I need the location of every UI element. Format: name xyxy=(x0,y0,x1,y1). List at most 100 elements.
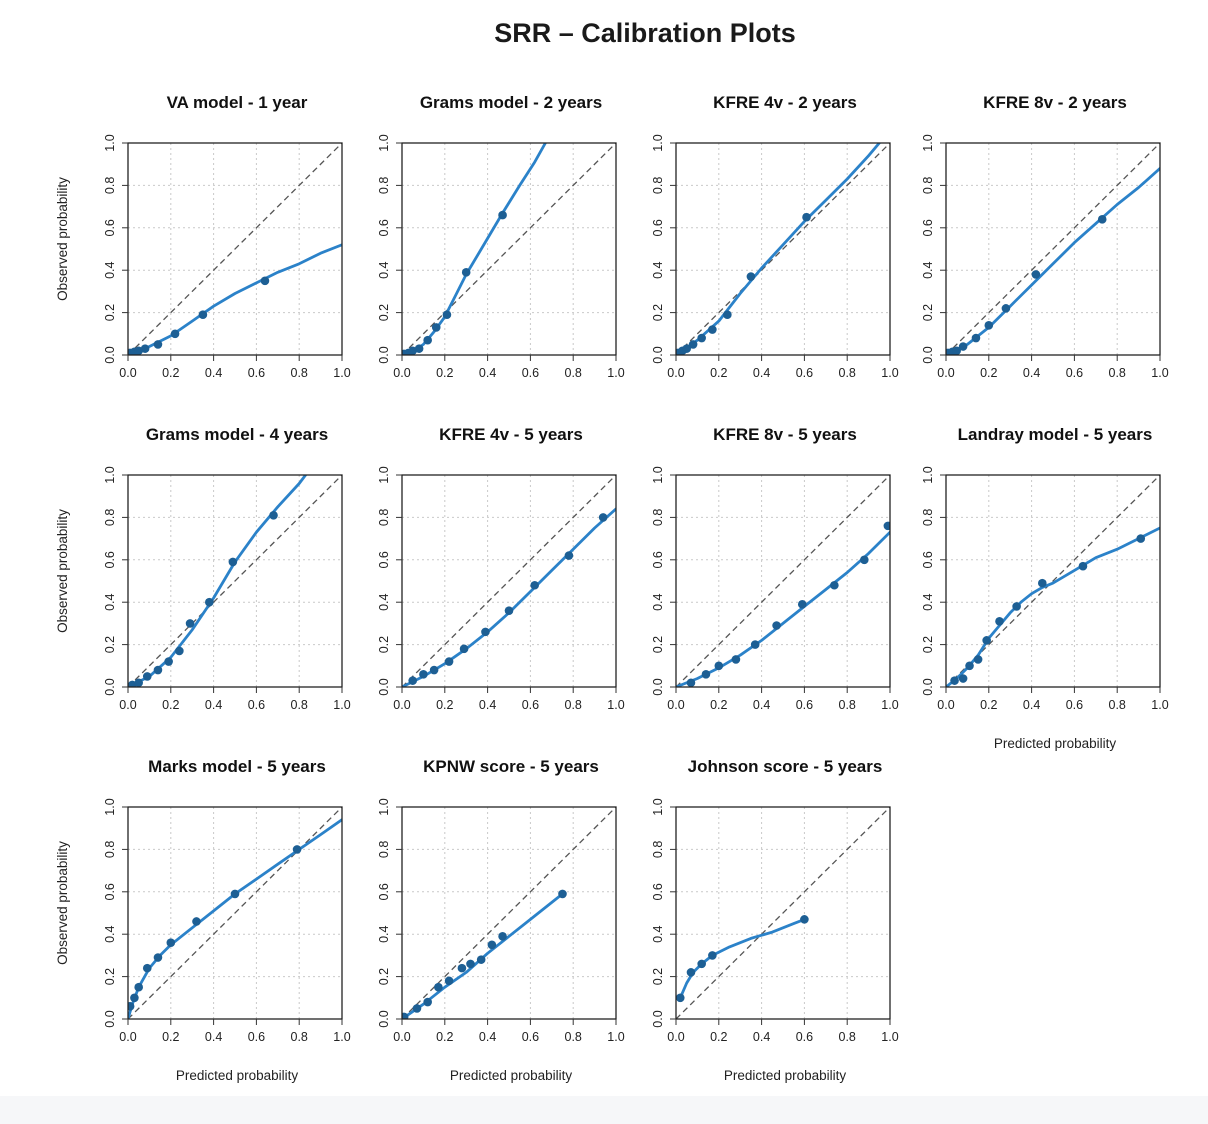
x-tick-label: 0.6 xyxy=(248,366,265,380)
y-tick-label: 0.2 xyxy=(103,968,117,985)
x-tick-label: 0.8 xyxy=(291,698,308,712)
calibration-curve xyxy=(402,507,616,687)
y-tick-label: 0.0 xyxy=(921,346,935,363)
data-point xyxy=(1078,561,1088,571)
y-tick-label: 0.6 xyxy=(377,883,391,900)
x-axis-title: Predicted probability xyxy=(994,736,1117,751)
y-tick-label: 0.0 xyxy=(103,1010,117,1027)
y-tick-label: 0.8 xyxy=(651,509,665,526)
data-point xyxy=(598,513,608,522)
data-point xyxy=(134,982,143,992)
y-tick-label: 0.0 xyxy=(377,346,391,363)
y-tick-label: 0.2 xyxy=(921,304,935,321)
x-tick-label: 0.6 xyxy=(796,1030,813,1044)
data-point xyxy=(228,557,238,567)
x-tick-label: 0.2 xyxy=(436,366,453,380)
x-tick-label: 0.2 xyxy=(436,698,453,712)
calibration-curve xyxy=(402,143,547,355)
x-tick-label: 0.0 xyxy=(119,1030,136,1044)
x-tick-label: 1.0 xyxy=(881,698,898,712)
data-point xyxy=(697,959,706,969)
data-point xyxy=(481,627,490,637)
data-point xyxy=(1097,215,1107,224)
y-tick-label: 0.2 xyxy=(651,304,665,321)
panel-title: VA model - 1 year xyxy=(167,93,308,112)
data-point xyxy=(170,329,180,339)
y-tick-label: 0.2 xyxy=(377,636,391,653)
x-axis-title: Predicted probability xyxy=(450,1068,573,1083)
data-point xyxy=(714,661,724,671)
calibration-plot-kfre-4v-2-years: 0.00.0 0.2 0.2 0.4 0.4 0.6 0.6 0.8 0.8 1.0 1.0 KFRE… xyxy=(651,93,899,380)
y-tick-label: 0.0 xyxy=(651,1010,665,1027)
panel-title: Landray model - 5 years xyxy=(958,425,1153,444)
data-point xyxy=(1031,270,1041,279)
y-tick-label: 0.6 xyxy=(921,551,935,568)
calibration-plot-johnson-score-5-years: 0.00.0 0.2 0.2 0.4 0.4 0.6 0.6 0.8 0.8 1.0 1.0 John… xyxy=(651,757,899,1083)
data-point xyxy=(429,665,439,675)
y-tick-label: 0.6 xyxy=(651,219,665,236)
x-tick-label: 0.8 xyxy=(565,1030,582,1044)
y-tick-label: 0.2 xyxy=(377,304,391,321)
calibration-plot-grams-model-4-years: 0.00.0 0.2 0.2 0.4 0.4 0.6 0.6 0.8 0.8 1.0 1.0 Gram… xyxy=(55,425,351,712)
y-tick-label: 0.8 xyxy=(921,509,935,526)
calibration-plot-landray-model-5-years: 0.00.0 0.2 0.2 0.4 0.4 0.6 0.6 0.8 0.8 1.0 1.0 Land… xyxy=(921,425,1169,751)
data-point xyxy=(476,955,486,964)
data-point xyxy=(444,976,454,986)
data-point xyxy=(185,619,195,628)
data-point xyxy=(128,1001,135,1011)
y-tick-label: 0.0 xyxy=(921,678,935,695)
panel-title: KFRE 8v - 5 years xyxy=(713,425,857,444)
x-tick-label: 0.6 xyxy=(1066,698,1083,712)
y-tick-label: 0.0 xyxy=(103,346,117,363)
x-tick-label: 0.8 xyxy=(291,1030,308,1044)
panel-title: Grams model - 2 years xyxy=(420,93,602,112)
data-point xyxy=(153,953,163,962)
data-point xyxy=(688,340,698,349)
y-tick-label: 1.0 xyxy=(921,134,935,151)
y-tick-label: 0.8 xyxy=(921,177,935,194)
data-point xyxy=(965,661,974,671)
y-tick-label: 1.0 xyxy=(651,798,665,815)
y-tick-label: 0.2 xyxy=(651,636,665,653)
y-tick-label: 0.4 xyxy=(921,261,935,278)
x-tick-label: 0.2 xyxy=(980,698,997,712)
y-tick-label: 1.0 xyxy=(377,466,391,483)
plot-frame xyxy=(127,474,343,688)
y-tick-label: 1.0 xyxy=(103,134,117,151)
calibration-curve xyxy=(128,243,342,355)
x-tick-label: 0.0 xyxy=(393,698,410,712)
x-tick-label: 0.0 xyxy=(937,366,954,380)
x-tick-label: 0.4 xyxy=(1023,366,1040,380)
data-point xyxy=(461,268,471,277)
x-tick-label: 1.0 xyxy=(881,1030,898,1044)
y-tick-label: 0.8 xyxy=(103,509,117,526)
x-tick-label: 0.4 xyxy=(1023,698,1040,712)
y-tick-label: 0.4 xyxy=(921,593,935,610)
data-point xyxy=(564,551,574,560)
data-point xyxy=(269,510,278,520)
data-point xyxy=(686,968,696,977)
panel-title: KPNW score - 5 years xyxy=(423,757,599,776)
x-tick-label: 0.2 xyxy=(710,698,727,712)
x-tick-label: 0.4 xyxy=(479,1030,496,1044)
panel-title: Grams model - 4 years xyxy=(146,425,328,444)
y-tick-label: 0.8 xyxy=(377,841,391,858)
x-tick-label: 0.0 xyxy=(667,698,684,712)
calibration-plot-marks-model-5-years: 0.00.0 0.2 0.2 0.4 0.4 0.6 0.6 0.8 0.8 1.0 1.0 Mark… xyxy=(55,757,351,1083)
calibration-plot-kfre-4v-5-years: 0.00.0 0.2 0.2 0.4 0.4 0.6 0.6 0.8 0.8 1.0 1.0 KFRE… xyxy=(377,425,625,712)
y-tick-label: 1.0 xyxy=(651,134,665,151)
x-tick-label: 0.0 xyxy=(119,698,136,712)
x-tick-label: 0.8 xyxy=(291,366,308,380)
data-point xyxy=(198,310,208,320)
calibration-plot-kfre-8v-2-years: 0.00.0 0.2 0.2 0.4 0.4 0.6 0.6 0.8 0.8 1.0 1.0 KFRE… xyxy=(921,93,1169,380)
data-point xyxy=(142,672,152,681)
data-point xyxy=(746,272,756,281)
data-point xyxy=(1012,602,1021,611)
y-tick-label: 1.0 xyxy=(651,466,665,483)
x-tick-label: 0.6 xyxy=(248,1030,265,1044)
y-tick-label: 0.2 xyxy=(377,968,391,985)
y-tick-label: 1.0 xyxy=(103,798,117,815)
data-point xyxy=(750,640,760,649)
x-tick-label: 0.8 xyxy=(565,698,582,712)
